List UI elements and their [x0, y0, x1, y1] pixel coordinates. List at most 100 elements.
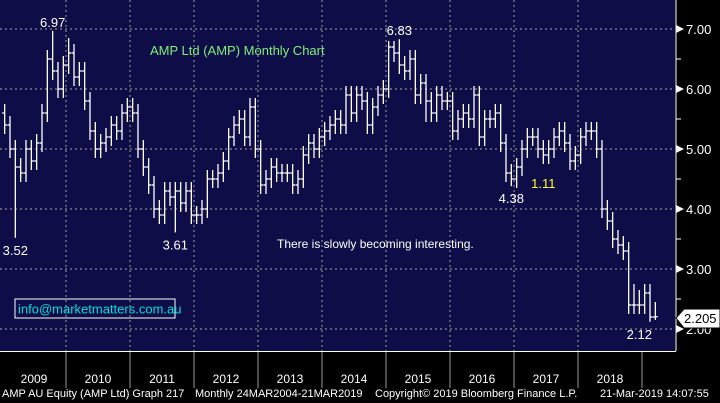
ohlc-bar [119, 104, 125, 140]
ohlc-bar [7, 116, 13, 158]
ohlc-bar [375, 86, 381, 116]
last-price-tag: 2.205 [675, 308, 720, 329]
y-tick-label: 5.00 [686, 142, 711, 157]
ohlc-bar [626, 242, 632, 314]
ohlc-bar [530, 128, 536, 146]
ohlc-bar [23, 140, 29, 182]
ohlc-bar [55, 62, 61, 98]
ohlc-bar [402, 56, 408, 80]
ohlc-bar [2, 104, 8, 134]
ohlc-bar [98, 134, 104, 158]
price-annotation: 4.38 [499, 191, 524, 206]
y-tick-label: 7.00 [686, 22, 711, 37]
ohlc-bar [546, 140, 552, 164]
x-tick-label: 2011 [149, 372, 175, 386]
ohlc-bar [498, 104, 504, 152]
ohlc-bar [50, 30, 56, 80]
ohlc-bar [108, 116, 114, 146]
ohlc-bar [242, 110, 248, 146]
footer-copyright: Copyright© 2019 Bloomberg Finance L.P. [375, 388, 578, 400]
x-tick-label: 2018 [597, 372, 624, 386]
ohlc-bar [556, 122, 562, 146]
ohlc-bar [503, 134, 509, 182]
price-annotation: 6.83 [387, 23, 412, 38]
ohlc-bar [439, 86, 445, 110]
ohlc-bar [66, 38, 72, 74]
ohlc-chart: 2.003.004.005.006.007.00 2009 2010 2011 201… [0, 0, 720, 388]
ohlc-bar [194, 206, 200, 224]
watermark-box [14, 298, 176, 319]
ohlc-bar [364, 92, 370, 134]
ohlc-bar [455, 110, 461, 140]
ohlc-bar [460, 104, 466, 128]
ohlc-bar [466, 104, 472, 128]
ohlc-bar [615, 230, 621, 254]
ohlc-bar [284, 164, 290, 182]
ohlc-bar [594, 122, 600, 158]
ohlc-bar [322, 122, 328, 146]
ohlc-bar [636, 290, 642, 314]
ohlc-bar [124, 98, 130, 122]
y-axis: 2.003.004.005.006.007.00 [675, 0, 711, 351]
ohlc-bar [572, 146, 578, 170]
ohlc-bar [199, 200, 205, 224]
y-tick-label: 6.00 [686, 82, 711, 97]
price-annotation: 3.52 [3, 243, 28, 258]
ohlc-bar [583, 122, 589, 146]
y-tick-label: 3.00 [686, 262, 711, 277]
annotations: 6.97 3.52 3.61 6.83 4.38 1.11 2.12 [3, 15, 652, 342]
footer-range: Monthly 24MAR2004-21MAR2019 [195, 388, 363, 400]
ohlc-bar [231, 116, 237, 146]
ohlc-bar [471, 86, 477, 128]
ohlc-bar [380, 80, 386, 104]
ohlc-bar [450, 92, 456, 140]
y-tick-marker [676, 265, 684, 273]
ohlc-bar [423, 74, 429, 122]
y-tick-marker [676, 25, 684, 33]
y-tick-marker [676, 325, 684, 333]
ohlc-bar [274, 158, 280, 182]
ohlc-bar [172, 182, 178, 233]
ohlc-bar [18, 158, 24, 182]
ohlc-bar [642, 284, 648, 314]
ohlc-bar [391, 41, 397, 62]
price-annotation: 2.12 [627, 327, 652, 342]
ohlc-bar [290, 164, 296, 194]
ohlc-bar [487, 110, 493, 128]
ohlc-bar [252, 98, 258, 158]
ohlc-bar [476, 86, 482, 146]
ohlc-bar [295, 170, 301, 194]
x-tick-label: 2014 [341, 372, 368, 386]
ohlc-bar [306, 134, 312, 164]
ohlc-bar [551, 128, 557, 158]
ohlc-bar [146, 158, 152, 194]
ohlc-bar [60, 56, 66, 98]
ohlc-bar [492, 104, 498, 128]
plot-area [0, 0, 675, 351]
ohlc-bar [103, 128, 109, 152]
x-tick-label: 2012 [213, 372, 240, 386]
last-price: 2.205 [684, 311, 717, 326]
grid [0, 0, 675, 351]
y-tick-marker [676, 145, 684, 153]
ohlc-bar [279, 164, 285, 182]
ohlc-bar [28, 140, 34, 170]
ohlc-bar [354, 86, 360, 122]
ohlc-bar [599, 140, 605, 218]
ohlc-bar [604, 200, 610, 230]
x-tick-label: 2009 [21, 372, 48, 386]
x-tick-label: 2015 [405, 372, 432, 386]
ohlc-bar [178, 182, 184, 212]
ohlc-bar [215, 164, 221, 188]
ohlc-bar [631, 284, 637, 314]
ohlc-bar [87, 92, 93, 140]
footer-timestamp: 21-Mar-2019 14:07:55 [600, 388, 709, 400]
ohlc-bar [156, 200, 162, 224]
ohlc-bar [204, 170, 210, 218]
ohlc-bar [210, 170, 216, 188]
ohlc-bar [428, 92, 434, 122]
ohlc-bar [71, 44, 77, 86]
ohlc-bar [386, 41, 392, 98]
ohlc-bar [12, 140, 18, 238]
ohlc-bar [140, 140, 146, 176]
